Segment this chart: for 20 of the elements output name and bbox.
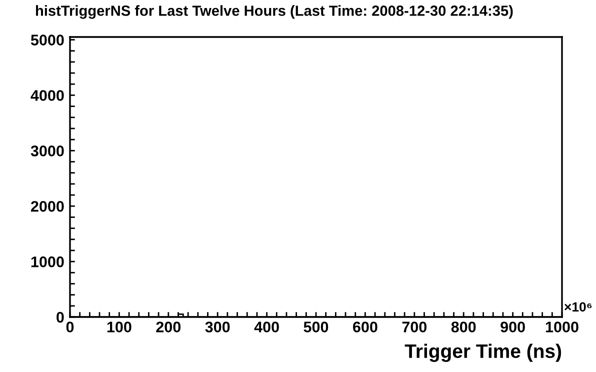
x-tick-label: 400 <box>254 322 279 332</box>
x-tick-label: 700 <box>402 322 427 332</box>
y-tick-label: 5000 <box>30 34 64 46</box>
y-tick-label: 2000 <box>30 200 64 212</box>
y-tick-label: 1000 <box>31 256 64 268</box>
x-tick-label: 0 <box>66 322 74 332</box>
x-tick-label: 900 <box>500 322 525 332</box>
x-tick-label: 1000 <box>546 322 578 332</box>
x-tick-label: 100 <box>107 322 132 332</box>
x-tick-label: 300 <box>205 322 230 332</box>
x-tick-label: 800 <box>451 322 476 332</box>
x-tick-label: 500 <box>304 322 328 332</box>
y-tick-label: 0 <box>56 312 64 323</box>
y-tick-label: 4000 <box>30 90 64 101</box>
chart-title: histTriggerNS for Last Twelve Hours (Last Time: 2008-12-30 22:14:35) <box>36 5 513 19</box>
x-tick-label: 600 <box>353 322 378 332</box>
text: ×10⁶ <box>564 302 592 312</box>
x-tick-label: 200 <box>156 322 181 332</box>
x-axis-title: Trigger Time (ns) <box>404 344 562 362</box>
y-tick-label: 3000 <box>30 146 64 156</box>
